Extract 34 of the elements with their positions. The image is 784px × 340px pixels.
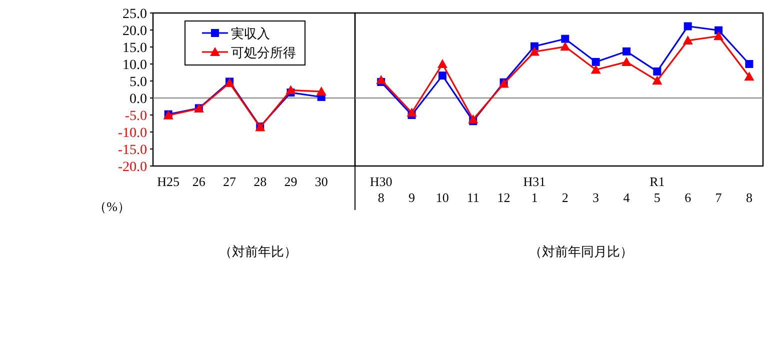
x-tick-label: R1 5 bbox=[650, 174, 665, 205]
x-tick-label: 9 bbox=[408, 190, 415, 205]
x-axis-title: （対前年比） bbox=[219, 244, 297, 259]
y-tick-label: -15.0 bbox=[118, 143, 147, 158]
y-tick-label: 5.0 bbox=[130, 75, 147, 90]
legend-label: 実収入 bbox=[231, 26, 270, 41]
x-tick-label: 10 bbox=[436, 190, 449, 205]
x-tick-label: H31 1 bbox=[523, 174, 546, 205]
x-tick-label: 2 bbox=[562, 190, 568, 205]
x-tick-label: 6 bbox=[684, 190, 692, 205]
x-tick-label: 12 bbox=[497, 190, 510, 205]
x-tick-label: 7 bbox=[715, 190, 722, 205]
x-tick-label: 26 bbox=[192, 174, 206, 189]
x-tick-label: 4 bbox=[623, 190, 630, 205]
y-tick-label: 0.0 bbox=[130, 92, 147, 107]
y-tick-label: 20.0 bbox=[122, 24, 147, 39]
y-tick-label: -10.0 bbox=[118, 126, 147, 141]
x-tick-label: 3 bbox=[592, 190, 600, 205]
x-tick-label: H30 8 bbox=[370, 174, 392, 205]
x-tick-label: 27 bbox=[223, 174, 237, 189]
x-tick-label: 30 bbox=[314, 174, 328, 189]
x-tick-label: 28 bbox=[254, 174, 267, 189]
x-axis-title: （対前年同月比） bbox=[529, 244, 633, 259]
y-tick-label: -20.0 bbox=[118, 160, 147, 175]
x-tick-label: H25 bbox=[157, 174, 180, 189]
y-tick-label: 10.0 bbox=[122, 58, 147, 73]
x-tick-label: 11 bbox=[466, 190, 480, 205]
y-tick-label: -5.0 bbox=[124, 109, 147, 124]
legend-label: 可処分所得 bbox=[231, 45, 296, 60]
y-axis-title: （%） bbox=[94, 199, 130, 214]
y-tick-label: 25.0 bbox=[122, 7, 147, 22]
y-tick-label: 15.0 bbox=[122, 41, 147, 56]
x-tick-label: 8 bbox=[746, 190, 752, 205]
x-tick-label: 29 bbox=[284, 174, 298, 189]
